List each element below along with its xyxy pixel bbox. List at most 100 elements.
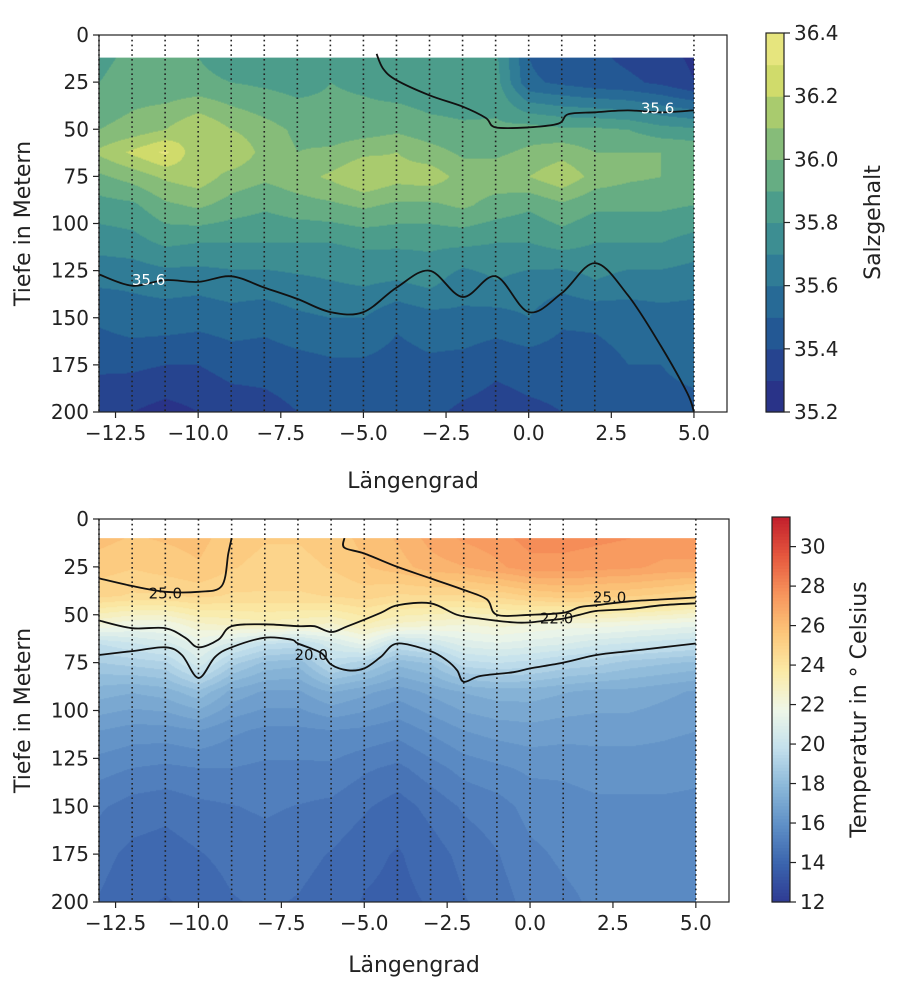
chart2-colorbar-tick-label: 24 <box>800 653 825 677</box>
chart1-xtick-label: −5.0 <box>339 421 388 445</box>
chart2-colorbar-segment <box>772 635 790 640</box>
chart2-colorbar-segment <box>772 671 790 675</box>
chart2-colorbar-segment <box>772 706 790 711</box>
chart2-xtick-label: −2.5 <box>423 911 472 935</box>
chart2-colorbar-segment <box>772 536 790 541</box>
chart2-colorbar-segment <box>772 873 790 877</box>
chart1-ytick-label: 25 <box>64 70 89 94</box>
chart1-colorbar-tick-label: 36.4 <box>794 21 839 45</box>
chart2-colorbar-segment <box>772 677 790 682</box>
chart1-contour-35.6-1 <box>375 53 694 130</box>
chart2-colorbar-segment <box>772 841 790 845</box>
chart1-ytick-label: 175 <box>51 353 89 377</box>
chart2-colorbar-segment <box>772 792 790 797</box>
chart2-colorbar-segment <box>772 683 790 688</box>
chart2-colorbar-segment <box>772 715 790 720</box>
chart1-ytick-label: 200 <box>51 400 89 424</box>
chart2-colorbar-segment <box>772 545 790 550</box>
chart2-colorbar-segment <box>772 587 790 592</box>
chart1-colorbar-segment <box>766 127 784 160</box>
chart2-colorbar-segment <box>772 728 790 733</box>
chart2-colorbar-segment <box>772 831 790 836</box>
chart2-colorbar-tick-label: 16 <box>800 811 825 835</box>
chart2-colorbar-segment <box>772 619 790 624</box>
chart1-ytick-label: 50 <box>64 117 89 141</box>
chart2-colorbar-segment <box>772 687 790 691</box>
chart2-colorbar-segment <box>772 517 790 521</box>
chart1-colorbar-tick-label: 35.2 <box>794 400 839 424</box>
chart2-colorbar-segment <box>772 892 790 897</box>
chart2-contour-25.0-0 <box>98 537 233 594</box>
chart2-colorbar-segment <box>772 885 790 890</box>
chart2-colorbar-frame <box>771 516 791 903</box>
chart2-colorbar-segment <box>772 815 790 820</box>
chart2-colorbar-segment <box>772 594 790 598</box>
chart2-colorbar-segment <box>772 565 790 569</box>
chart2-colorbar-segment <box>772 731 790 736</box>
chart2-colorbar-segment <box>772 818 790 823</box>
chart1-colorbar: 35.2 35.4 35.6 35.8 36.0 36.2 36.4 Salzgehalt <box>765 21 886 424</box>
chart2-colorbar-segment <box>772 866 790 871</box>
chart2-ytick-label: 25 <box>64 555 89 579</box>
chart2-colorbar-segment <box>772 754 790 759</box>
chart2-colorbar-segment <box>772 837 790 842</box>
chart2-colorbar-segment <box>772 613 790 618</box>
chart2-colorbar-segment <box>772 773 790 778</box>
chart2-colorbar-segment <box>772 574 790 579</box>
chart2-xtick-label: 0.0 <box>514 911 546 935</box>
chart1-xtick-label: 5.0 <box>678 421 710 445</box>
chart2-colorbar-segment <box>772 571 790 576</box>
chart2-colorbar-segment <box>772 661 790 666</box>
chart2-colorbar-segment <box>772 735 790 739</box>
chart2-colorbar-segment <box>772 616 790 621</box>
chart1-contour-35.6-0 <box>98 262 695 413</box>
chart2-colorbar-segment <box>772 638 790 643</box>
chart1: 35.6 35.6 −12.5 −10.0 −7.5 −5.0 −2.5 0.0 2.5 5.0 0… <box>11 21 886 494</box>
chart2-xtick-label: −7.5 <box>257 911 306 935</box>
chart2-colorbar-tick-label: 28 <box>800 574 825 598</box>
chart2-colorbar-segment <box>772 850 790 855</box>
chart2-colorbar-segment <box>772 767 790 772</box>
chart2-colorbar-segment <box>772 622 790 627</box>
chart2-colorbar-segment <box>772 780 790 784</box>
chart1-xtick-label: −10.0 <box>168 421 229 445</box>
chart2-colorbar-segment <box>772 805 790 810</box>
chart2-colorbar-segment <box>772 799 790 804</box>
chart1-ytick-label: 75 <box>64 164 89 188</box>
chart2-contour-25.0-1 <box>342 537 696 617</box>
chart1-colorbar-tick-label: 36.0 <box>794 147 839 171</box>
chart2-colorbar-segment <box>772 828 790 833</box>
chart1-colorbar-segment <box>766 254 784 287</box>
chart2-xtick-label: −12.5 <box>85 911 146 935</box>
chart2-contour-label: 22.0 <box>540 610 573 628</box>
chart2-colorbar-segment <box>772 549 790 553</box>
chart2-colorbar-segment <box>772 760 790 765</box>
chart2-colorbar-segment <box>772 693 790 698</box>
chart1-colorbar-segment <box>766 348 784 382</box>
chart2-colorbar-segment <box>772 581 790 585</box>
chart1-colorbar-segment <box>766 285 784 318</box>
chart2-colorbar-segment <box>772 889 790 893</box>
chart2-colorbar-segment <box>772 651 790 656</box>
chart1-ytick-label: 100 <box>51 212 89 236</box>
chart2-colorbar-segment <box>772 674 790 679</box>
chart2-colorbar-segment <box>772 748 790 752</box>
chart2-colorbar-segment <box>772 696 790 701</box>
chart2-colorbar-segment <box>772 879 790 884</box>
chart2-colorbar-segment <box>772 802 790 807</box>
chart1-colorbar-segment <box>766 222 784 255</box>
chart2-colorbar-segment <box>772 844 790 849</box>
chart2-ytick-label: 200 <box>51 890 89 914</box>
chart2-colorbar-segment <box>772 834 790 839</box>
chart1-ytick-label: 0 <box>76 23 89 47</box>
chart2-colorbar-segment <box>772 876 790 881</box>
chart2-contour-label: 25.0 <box>593 589 626 607</box>
chart2-colorbar-segment <box>772 667 790 672</box>
chart2-colorbar-segment <box>772 603 790 608</box>
chart2-colorbar-segment <box>772 555 790 560</box>
chart1-xlabel: Längengrad <box>347 469 479 494</box>
chart2-ytick-label: 100 <box>51 699 89 723</box>
chart2-colorbar-segment <box>772 648 790 653</box>
chart2-ylabel: Tiefe in Metern <box>11 628 36 794</box>
chart2-colorbar-segment <box>772 539 790 544</box>
